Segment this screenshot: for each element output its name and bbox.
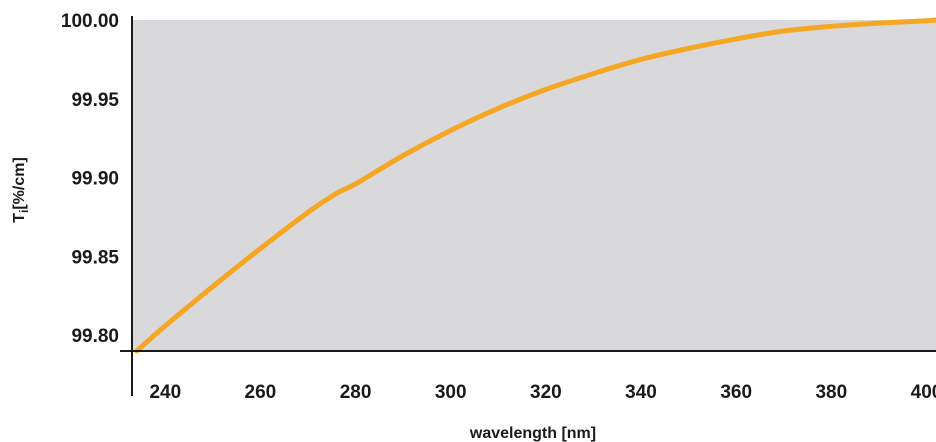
y-axis-title-main: T <box>11 213 28 223</box>
y-axis-title: Ti[%/cm] <box>11 157 31 223</box>
x-tick-label: 320 <box>530 382 562 403</box>
y-tick-label: 99.85 <box>71 247 119 268</box>
x-tick-label: 240 <box>149 382 181 403</box>
x-axis-title: wavelength [nm] <box>469 425 596 442</box>
x-tick-label: 340 <box>625 382 657 403</box>
x-tick-label: 360 <box>720 382 752 403</box>
x-tick-label: 300 <box>435 382 467 403</box>
x-tick-label: 400 <box>911 382 936 403</box>
y-tick-label: 99.95 <box>71 90 119 111</box>
y-axis-title-subscript: i <box>17 210 31 213</box>
series-layer <box>134 17 936 354</box>
y-tick-labels: 100.00 99.95 99.90 99.85 99.80 <box>61 11 120 347</box>
series-line <box>134 17 936 354</box>
y-axis-title-unit: [%/cm] <box>11 157 28 209</box>
x-tick-label: 260 <box>245 382 277 403</box>
plot-area <box>132 20 936 351</box>
x-tick-label: 380 <box>815 382 847 403</box>
x-tick-label: 280 <box>340 382 372 403</box>
y-tick-label: 99.80 <box>71 326 119 347</box>
x-tick-labels: 240 260 280 300 320 340 360 380 400 <box>149 382 936 403</box>
y-tick-label: 99.90 <box>71 169 119 190</box>
y-tick-label: 100.00 <box>61 11 119 32</box>
